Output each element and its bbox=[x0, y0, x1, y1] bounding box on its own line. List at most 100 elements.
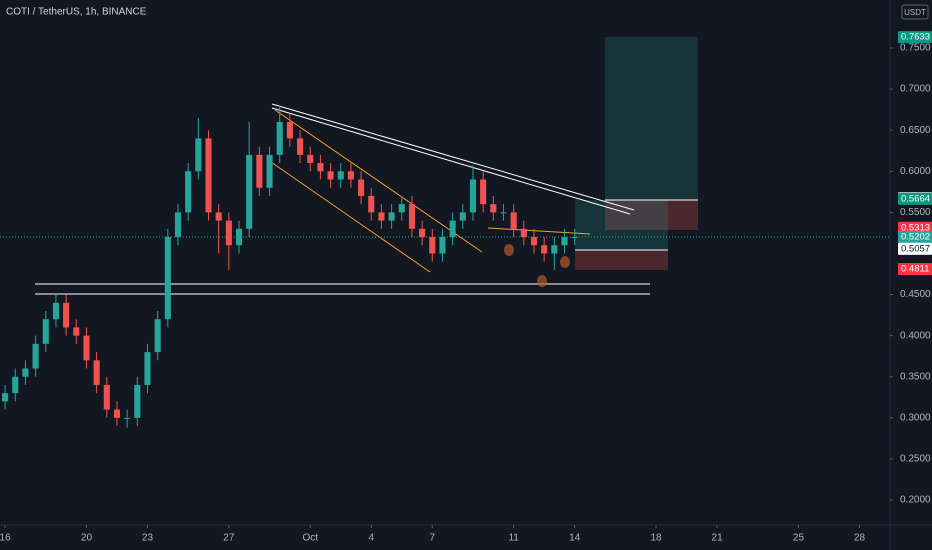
candle-body bbox=[368, 195, 375, 213]
candle-body bbox=[327, 171, 334, 180]
stop-zone bbox=[605, 200, 698, 230]
candle-body bbox=[408, 204, 415, 229]
candle-body bbox=[276, 121, 283, 155]
candle-body bbox=[286, 121, 293, 139]
y-tick-label: 0.2500 bbox=[900, 454, 931, 465]
candle-body bbox=[73, 327, 80, 336]
trendline bbox=[271, 103, 635, 211]
price-label-box bbox=[898, 192, 932, 205]
target-zone bbox=[575, 200, 668, 250]
candle-body bbox=[337, 171, 344, 180]
resistance-line bbox=[487, 227, 591, 235]
candle-body bbox=[459, 212, 466, 221]
candle-body bbox=[398, 204, 405, 213]
y-tick-label: 0.2000 bbox=[900, 495, 931, 506]
candle-body bbox=[205, 138, 212, 213]
candle-body bbox=[469, 179, 477, 213]
candle-body bbox=[500, 212, 507, 214]
candle-body bbox=[215, 212, 222, 221]
x-tick-label: 28 bbox=[854, 533, 866, 544]
candle-body bbox=[134, 384, 141, 418]
y-tick-label: 0.7500 bbox=[900, 43, 931, 54]
channel-line bbox=[267, 159, 431, 273]
candle-body bbox=[93, 360, 100, 385]
y-tick-label: 0.7000 bbox=[900, 84, 931, 95]
candle-body bbox=[561, 237, 568, 246]
candle-body bbox=[42, 319, 49, 344]
price-label: 0.7633 bbox=[901, 32, 930, 43]
x-tick-label: 23 bbox=[142, 533, 154, 544]
x-tick-label: 27 bbox=[223, 533, 235, 544]
price-label: 0.5313 bbox=[901, 222, 930, 233]
candle-body bbox=[235, 228, 243, 246]
candle-body bbox=[490, 204, 497, 213]
candle-body bbox=[449, 220, 456, 238]
price-label: 0.4811 bbox=[901, 264, 929, 275]
x-tick-label: 4 bbox=[368, 533, 374, 544]
target-zone bbox=[605, 37, 698, 200]
candle-body bbox=[52, 302, 59, 320]
candle-body bbox=[32, 343, 39, 369]
candle-body bbox=[307, 154, 314, 164]
candle-body bbox=[246, 154, 253, 229]
candle-body bbox=[124, 417, 131, 419]
x-tick-label: 7 bbox=[430, 533, 436, 544]
x-tick-label: 11 bbox=[508, 533, 519, 544]
candle-body bbox=[83, 335, 90, 361]
candle-body bbox=[378, 212, 385, 221]
marker bbox=[560, 256, 570, 268]
candle-body bbox=[22, 368, 29, 377]
stop-zone bbox=[575, 250, 668, 270]
y-tick-label: 0.6000 bbox=[900, 166, 931, 177]
candle-body bbox=[297, 138, 304, 155]
candle-body bbox=[541, 245, 548, 254]
x-tick-label: 20 bbox=[81, 533, 93, 544]
price-label: 0.5202 bbox=[901, 231, 930, 242]
candle-body bbox=[256, 154, 263, 188]
marker bbox=[504, 244, 514, 256]
candle-body bbox=[63, 302, 70, 328]
price-label-box bbox=[898, 242, 932, 255]
currency-box bbox=[901, 4, 929, 20]
candle-body bbox=[113, 409, 121, 418]
price-label: 0.5057 bbox=[901, 243, 930, 254]
price-label-box bbox=[898, 31, 932, 44]
currency: USDT bbox=[904, 8, 926, 17]
candle-body bbox=[530, 237, 538, 246]
candle-body bbox=[195, 138, 202, 172]
price-label-box bbox=[898, 262, 932, 275]
candle-body bbox=[571, 237, 578, 239]
y-tick-label: 0.3500 bbox=[900, 371, 931, 382]
candle-body bbox=[2, 393, 9, 402]
y-tick-label: 0.5500 bbox=[900, 207, 931, 218]
marker bbox=[537, 275, 547, 287]
candle-body bbox=[358, 179, 365, 196]
candle-body bbox=[185, 171, 192, 213]
candle-body bbox=[510, 212, 517, 229]
candle-body bbox=[419, 228, 426, 238]
candle-body bbox=[154, 319, 161, 353]
channel-line bbox=[274, 109, 483, 253]
y-tick-label: 0.4000 bbox=[900, 330, 931, 341]
candle-body bbox=[347, 171, 354, 180]
candle-body bbox=[103, 384, 110, 410]
x-tick-label: 25 bbox=[793, 533, 805, 544]
drawings bbox=[0, 37, 890, 295]
candle-body bbox=[480, 179, 487, 205]
x-tick-label: 16 bbox=[0, 533, 11, 544]
y-tick-label: 0.6500 bbox=[900, 125, 931, 136]
candle-body bbox=[317, 163, 324, 172]
y-tick-label: 0.3000 bbox=[900, 412, 931, 423]
x-tick-label: 14 bbox=[569, 533, 581, 544]
price-label: 0.5664 bbox=[901, 193, 930, 204]
trendline bbox=[271, 107, 631, 215]
candle-body bbox=[520, 228, 527, 238]
x-tick-label: 21 bbox=[712, 533, 724, 544]
candle-body bbox=[439, 237, 446, 254]
candle-body bbox=[174, 212, 182, 238]
candle-body bbox=[388, 212, 395, 221]
candle-body bbox=[551, 245, 558, 254]
price-label-box bbox=[898, 221, 932, 234]
candle-body bbox=[225, 220, 232, 246]
